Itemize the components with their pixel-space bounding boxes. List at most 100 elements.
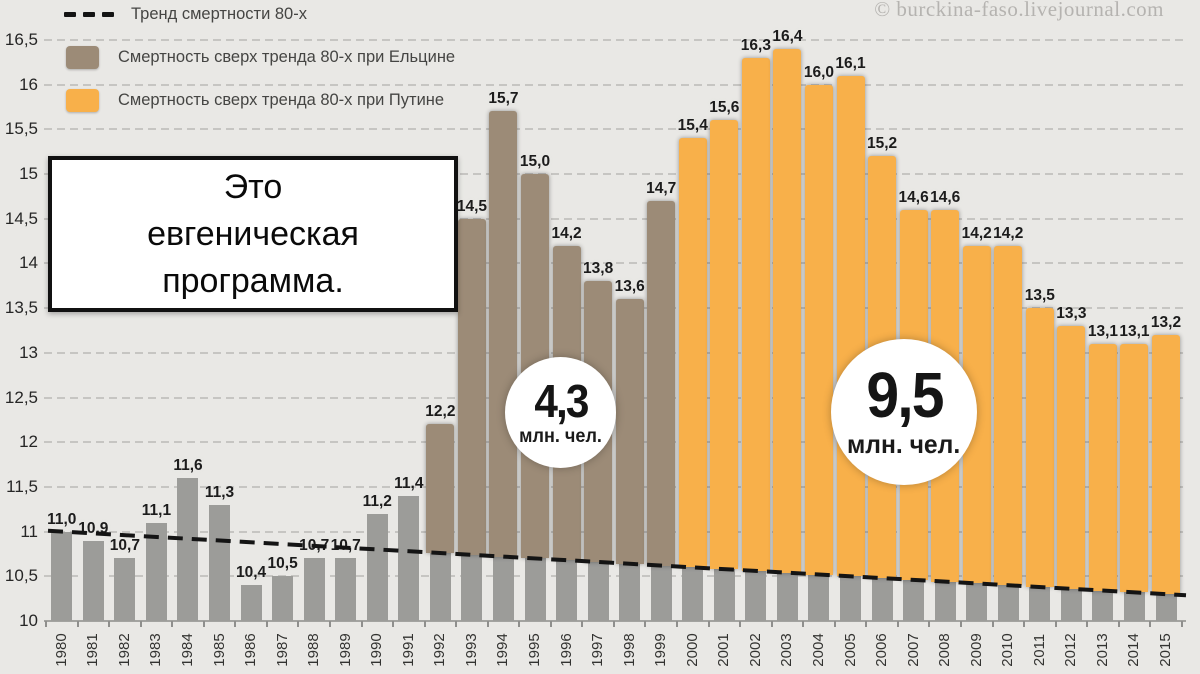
statement-line: Это [223, 167, 283, 206]
bar-value-label-2003: 16,4 [772, 27, 803, 45]
bar-excess-putin-2012 [1057, 325, 1086, 589]
x-axis-year-label: 1998 [620, 633, 638, 667]
bar-excess-yeltsin-1999 [647, 200, 676, 566]
bar-base-2013 [1092, 590, 1114, 621]
legend: Тренд смертности 80-х Смертность сверх т… [64, 2, 455, 131]
y-axis-label: 12 [19, 432, 38, 452]
bar-value-label-2015: 13,2 [1150, 313, 1182, 331]
bar-value-label-1992: 12,2 [425, 403, 456, 421]
bar-value-label-2009: 14,2 [961, 224, 992, 242]
x-axis-tick [45, 621, 47, 627]
x-axis-year-label: 1992 [431, 633, 449, 667]
bar-base-1998 [619, 563, 641, 621]
x-axis-tick [455, 621, 458, 627]
x-axis-year-label: 1980 [52, 633, 70, 667]
bar-value-label-1984: 11,6 [173, 456, 203, 474]
x-axis-year-label: 1987 [273, 633, 291, 667]
bar-base-1990 [366, 513, 388, 621]
bar-base-1991 [398, 495, 420, 621]
bar-excess-yeltsin-1998 [615, 299, 644, 564]
x-axis-year-label: 1990 [368, 633, 386, 667]
x-axis-year-label: 1994 [494, 633, 512, 667]
x-axis-tick [234, 621, 237, 627]
x-axis-tick [139, 621, 142, 627]
x-axis-tick [928, 621, 931, 627]
x-axis-tick [328, 621, 331, 627]
x-axis-tick [707, 621, 710, 627]
x-axis-tick [202, 621, 205, 627]
x-axis-year-label: 2000 [683, 633, 701, 667]
bar-base-2006 [871, 578, 893, 621]
callout-yeltsin-excess: 4,3 млн. чел. [505, 357, 616, 468]
bar-value-label-1980: 11,0 [47, 510, 77, 528]
gridline [44, 38, 1186, 41]
bar-excess-putin-2011 [1025, 308, 1054, 588]
x-axis-tick [865, 621, 868, 627]
x-axis-year-label: 1996 [557, 633, 575, 667]
x-axis-year-label: 2010 [999, 633, 1017, 667]
bar-value-label-2008: 14,6 [930, 188, 961, 206]
y-axis-label: 15,5 [4, 119, 38, 139]
bar-value-label-2010: 14,2 [993, 224, 1024, 242]
bar-value-label-2013: 13,1 [1087, 322, 1118, 340]
x-axis-tick [1023, 621, 1026, 627]
gridline [44, 262, 1186, 265]
legend-item-yeltsin: Смертность сверх тренда 80-х при Ельцине [64, 45, 455, 69]
legend-label-putin: Смертность сверх тренда 80-х при Путине [118, 90, 445, 109]
bar-base-2015 [1155, 594, 1177, 621]
bar-base-2007 [903, 579, 925, 621]
bar-base-1986 [240, 585, 262, 621]
bar-value-label-2005: 16,1 [835, 54, 866, 72]
bar-value-label-1993: 14,5 [456, 197, 487, 215]
bar-value-label-2001: 15,6 [709, 99, 740, 117]
bar-base-1985 [209, 504, 231, 621]
bar-value-label-1985: 11,3 [204, 483, 235, 501]
gridline [44, 173, 1186, 175]
x-axis-tick [392, 621, 395, 627]
bar-base-1984 [177, 477, 199, 621]
x-axis-tick [1054, 621, 1057, 627]
bar-base-1988 [303, 558, 325, 621]
x-axis-year-label: 1982 [115, 633, 133, 667]
bar-value-label-2000: 15,4 [677, 117, 708, 135]
statement-box: Это евгеническая программа. [48, 156, 458, 312]
x-axis-year-label: 2014 [1125, 633, 1143, 667]
bar-base-2011 [1029, 587, 1051, 621]
bar-base-1994 [492, 556, 514, 621]
legend-label-trend: Тренд смертности 80-х [131, 4, 307, 23]
bar-value-label-1982: 10,7 [109, 537, 140, 555]
gridline [44, 128, 1186, 131]
x-axis-year-label: 2006 [873, 633, 891, 667]
gridline [44, 83, 1186, 86]
gridline [44, 441, 1186, 444]
bar-excess-putin-2002 [741, 57, 770, 571]
bar-value-label-1989: 10,7 [330, 537, 361, 555]
bar-excess-putin-2014 [1120, 343, 1149, 593]
y-axis-label: 14,5 [4, 208, 38, 228]
bar-base-2005 [840, 576, 862, 621]
x-axis-year-label: 1985 [210, 633, 228, 667]
x-axis-year-label: 2015 [1157, 633, 1175, 667]
x-axis-year-label: 2011 [1030, 633, 1048, 667]
y-axis-label: 13 [19, 342, 38, 362]
bar-value-label-2002: 16,3 [740, 36, 771, 54]
bar-excess-putin-2000 [678, 138, 707, 568]
bar-value-label-1999: 14,7 [646, 179, 677, 197]
bar-excess-yeltsin-1993 [457, 218, 486, 555]
x-axis-year-label: 1997 [589, 633, 607, 667]
x-axis-tick [802, 621, 805, 627]
x-axis-tick [739, 621, 742, 627]
bar-value-label-1991: 11,4 [394, 474, 424, 492]
x-axis-tick [549, 621, 552, 627]
bar-value-label-1994: 15,7 [488, 90, 519, 108]
bar-base-1995 [524, 558, 546, 621]
bar-base-1989 [335, 558, 357, 621]
bar-base-1980 [51, 531, 73, 621]
x-axis-tick [76, 621, 79, 627]
x-axis-tick [486, 621, 489, 627]
x-axis-tick [770, 621, 773, 627]
legend-label-yeltsin: Смертность сверх тренда 80-х при Ельцине [118, 47, 456, 66]
bar-base-2012 [1060, 588, 1082, 621]
gridline [44, 217, 1186, 220]
